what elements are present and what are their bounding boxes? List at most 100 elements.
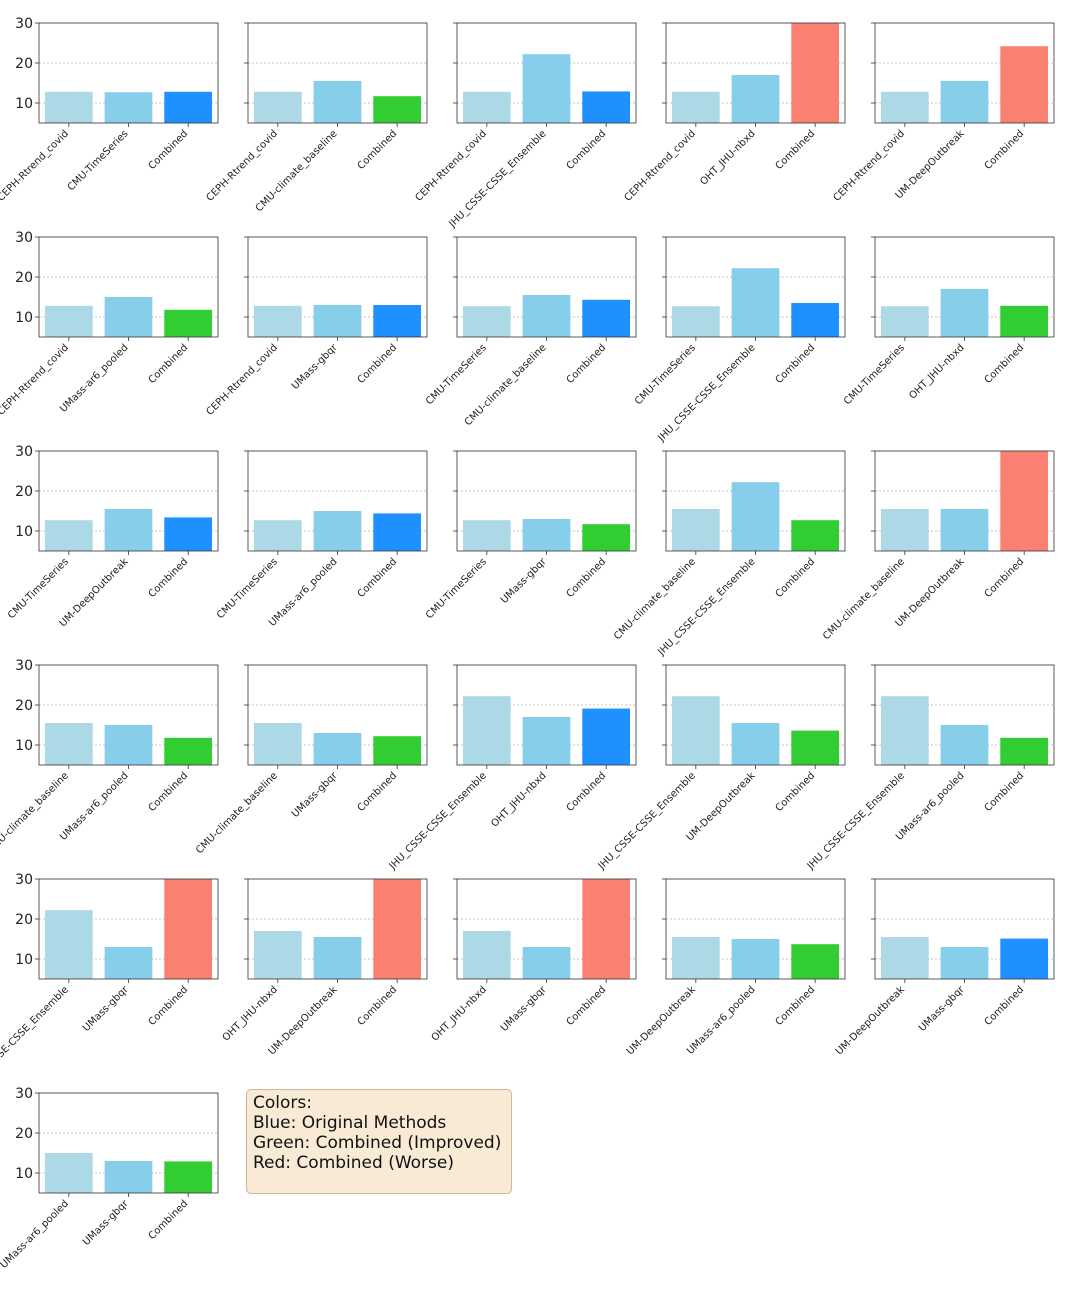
bar-method-2: [313, 937, 362, 979]
x-tick-label: UMass-gbqr: [290, 342, 340, 392]
bar-combined: [373, 513, 422, 551]
x-tick-label: Combined: [565, 556, 609, 600]
bar-method-2: [104, 509, 153, 551]
x-tick-label: UM-DeepOutbreak: [894, 128, 967, 201]
y-tick-label: 10: [15, 524, 33, 540]
bar-combined: [582, 708, 631, 765]
y-tick-label: 30: [15, 872, 33, 888]
x-tick-label: OHT_JHU-nbxd: [221, 984, 280, 1043]
legend-line-green: Green: Combined (Improved): [253, 1133, 502, 1153]
x-tick-label: CMU-TimeSeries: [215, 556, 280, 621]
x-tick-label: CEPH-Rtrend_covid: [204, 342, 279, 417]
x-tick-label: CEPH-Rtrend_covid: [622, 128, 697, 203]
x-tick-label: CMU-TimeSeries: [842, 342, 907, 407]
legend-title: Colors:: [253, 1093, 312, 1113]
bar-combined: [1000, 938, 1049, 979]
y-tick-label: 20: [15, 698, 33, 714]
bar-combined: [373, 305, 422, 337]
x-tick-label: Combined: [565, 342, 609, 386]
x-tick-label: CMU-TimeSeries: [424, 342, 489, 407]
bar-method-1: [44, 910, 93, 979]
x-tick-label: Combined: [774, 128, 818, 172]
bar-method-2: [940, 509, 989, 551]
panel-13: CMU-TimeSeries UMass-gbqr Combined: [424, 450, 637, 621]
y-tick-label: 20: [15, 1126, 33, 1142]
x-tick-label: Combined: [983, 984, 1027, 1028]
x-tick-label: JHU_CSSE-CSSE_Ensemble: [655, 342, 757, 444]
x-tick-label: Combined: [147, 1198, 191, 1242]
bar-method-1: [253, 520, 302, 551]
x-tick-label: JHU_CSSE-CSSE_Ensemble: [0, 984, 71, 1086]
x-tick-label: JHU_CSSE-CSSE_Ensemble: [805, 770, 907, 872]
bar-method-2: [522, 295, 571, 337]
x-tick-label: OHT_JHU-nbxd: [698, 128, 757, 187]
bar-combined: [1000, 737, 1049, 765]
x-tick-label: Combined: [983, 342, 1027, 386]
y-tick-label: 10: [15, 310, 33, 326]
x-tick-label: JHU_CSSE-CSSE_Ensemble: [596, 770, 698, 872]
x-tick-label: UM-DeepOutbreak: [834, 984, 907, 1057]
panel-17: CMU-climate_baseline UMass-gbqr Combined: [194, 664, 428, 856]
bar-combined: [164, 879, 213, 979]
bar-combined: [582, 91, 631, 123]
bar-combined: [164, 737, 213, 765]
bar-method-2: [731, 268, 780, 337]
y-tick-label: 20: [15, 484, 33, 500]
x-tick-label: JHU_CSSE-CSSE_Ensemble: [387, 770, 489, 872]
bar-method-1: [462, 696, 511, 765]
bar-method-1: [462, 306, 511, 337]
legend-line-blue: Blue: Original Methods: [253, 1113, 447, 1133]
x-tick-label: Combined: [774, 770, 818, 814]
bar-method-2: [940, 725, 989, 765]
bar-combined: [582, 879, 631, 979]
bar-combined: [164, 1161, 213, 1193]
x-tick-label: CMU-climate_baseline: [194, 770, 280, 856]
bar-combined: [373, 96, 422, 123]
x-tick-label: UM-DeepOutbreak: [894, 556, 967, 629]
bar-method-1: [880, 306, 929, 337]
x-tick-label: UMass-ar6_pooled: [685, 984, 758, 1057]
x-tick-label: Combined: [147, 556, 191, 600]
color-legend: Colors: Blue: Original Methods Green: Co…: [246, 1089, 512, 1194]
bar-combined: [791, 944, 840, 979]
x-tick-label: OHT_JHU-nbxd: [907, 342, 966, 401]
x-tick-label: UMass-gbqr: [499, 556, 549, 606]
x-tick-label: Combined: [983, 770, 1027, 814]
bar-method-1: [253, 91, 302, 123]
x-tick-label: UM-DeepOutbreak: [58, 556, 131, 629]
y-tick-label: 30: [15, 16, 33, 32]
bar-method-2: [522, 519, 571, 551]
x-tick-label: Combined: [565, 770, 609, 814]
bar-combined: [373, 736, 422, 765]
x-tick-label: Combined: [356, 128, 400, 172]
x-tick-label: Combined: [356, 984, 400, 1028]
bar-method-2: [522, 54, 571, 124]
y-tick-label: 20: [15, 270, 33, 286]
bar-combined: [1000, 451, 1049, 551]
x-tick-label: UMass-ar6_pooled: [267, 556, 340, 629]
y-tick-label: 30: [15, 1086, 33, 1102]
x-tick-label: Combined: [356, 342, 400, 386]
panel-16: 10 20 30 CMU-climate_baselineUMass-ar6_pool…: [0, 658, 219, 856]
bar-method-2: [104, 725, 153, 765]
x-tick-label: Combined: [774, 556, 818, 600]
x-tick-label: CMU-TimeSeries: [6, 556, 71, 621]
x-tick-label: OHT_JHU-nbxd: [489, 770, 548, 829]
panel-14: CMU-climate_baselineJHU_CSSE-CSSE_Ensemb…: [612, 450, 846, 658]
bar-method-2: [731, 75, 780, 123]
bar-method-2: [313, 81, 362, 123]
bar-method-2: [731, 482, 780, 551]
x-tick-label: Combined: [983, 128, 1027, 172]
x-tick-label: JHU_CSSE-CSSE_Ensemble: [446, 128, 548, 230]
bar-method-1: [462, 91, 511, 123]
x-tick-label: Combined: [356, 556, 400, 600]
bar-combined: [373, 879, 422, 979]
